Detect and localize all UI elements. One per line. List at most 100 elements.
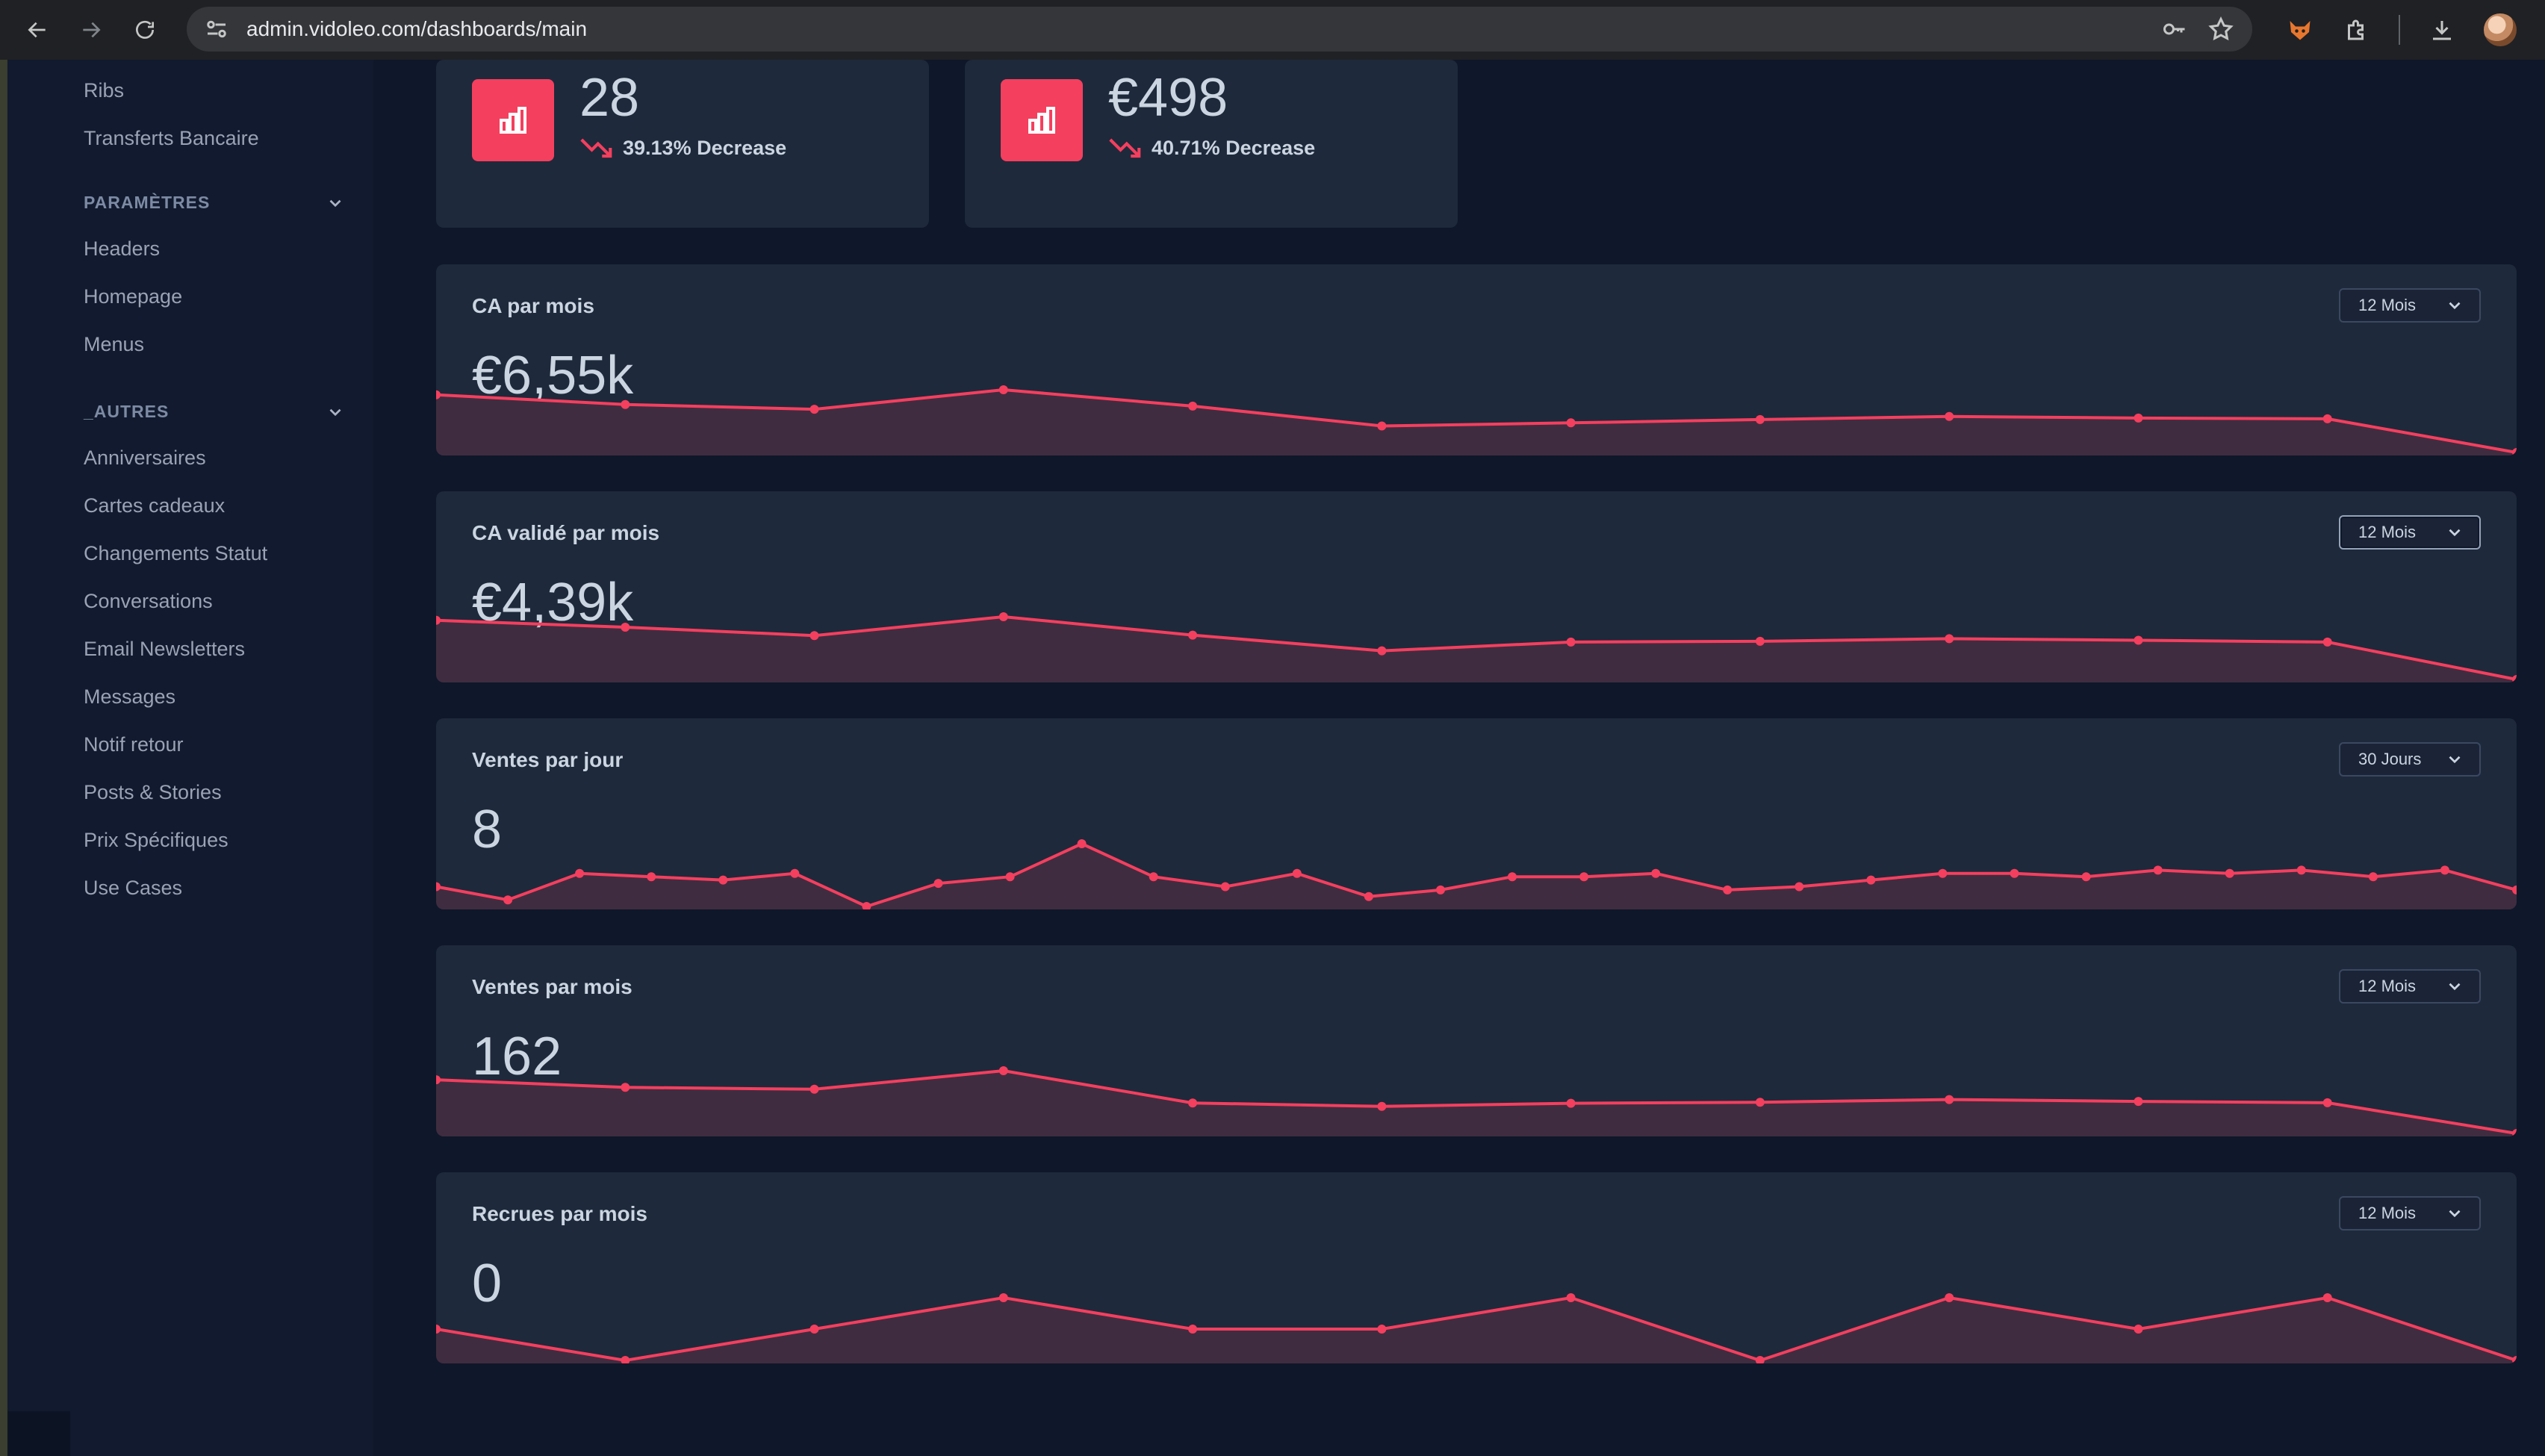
url-text[interactable]: admin.vidoleo.com/dashboards/main xyxy=(246,17,588,40)
address-bar[interactable]: admin.vidoleo.com/dashboards/main xyxy=(187,7,2252,52)
data-point[interactable] xyxy=(718,875,728,885)
data-point[interactable] xyxy=(1945,1293,1954,1302)
data-point[interactable] xyxy=(1566,1098,1576,1108)
data-point[interactable] xyxy=(1377,421,1387,431)
data-point[interactable] xyxy=(503,895,513,905)
data-point[interactable] xyxy=(810,405,819,414)
data-point[interactable] xyxy=(1566,637,1576,647)
data-point[interactable] xyxy=(1292,868,1302,878)
data-point[interactable] xyxy=(2512,675,2517,682)
profile-avatar[interactable] xyxy=(2484,13,2517,46)
data-point[interactable] xyxy=(1220,882,1230,892)
data-point[interactable] xyxy=(862,902,871,909)
sidebar-item-conversations[interactable]: Conversations xyxy=(84,590,213,612)
sidebar-item-changements-statut[interactable]: Changements Statut xyxy=(84,542,268,564)
sidebar-item-anniversaires[interactable]: Anniversaires xyxy=(84,447,206,469)
data-point[interactable] xyxy=(1866,875,1876,885)
fox-extension-icon[interactable] xyxy=(2285,15,2315,45)
data-point[interactable] xyxy=(1377,646,1387,656)
data-point[interactable] xyxy=(2512,1129,2517,1136)
data-point[interactable] xyxy=(933,879,943,889)
forward-button[interactable] xyxy=(64,3,118,57)
data-point[interactable] xyxy=(2322,414,2332,423)
sidebar-item-posts-stories[interactable]: Posts & Stories xyxy=(84,781,222,803)
data-point[interactable] xyxy=(1945,411,1954,421)
data-point[interactable] xyxy=(2322,1293,2332,1302)
sidebar-item-use-cases[interactable]: Use Cases xyxy=(84,877,183,899)
data-point[interactable] xyxy=(2081,872,2091,882)
data-point[interactable] xyxy=(1364,892,1373,901)
data-point[interactable] xyxy=(1794,882,1804,892)
sidebar-item-menus[interactable]: Menus xyxy=(84,333,145,355)
data-point[interactable] xyxy=(1188,1098,1198,1108)
data-point[interactable] xyxy=(2322,637,2332,647)
download-icon[interactable] xyxy=(2429,16,2455,43)
data-point[interactable] xyxy=(621,1356,630,1363)
sidebar-item-transferts-bancaire[interactable]: Transferts Bancaire xyxy=(84,127,259,149)
sidebar-section-parametres[interactable]: PARAMÈTRES xyxy=(84,193,345,213)
sidebar-item-email-newsletters[interactable]: Email Newsletters xyxy=(84,638,246,660)
data-point[interactable] xyxy=(2512,448,2517,455)
period-select[interactable]: 30 Jours xyxy=(2339,742,2481,777)
period-select[interactable]: 12 Mois xyxy=(2339,515,2481,550)
data-point[interactable] xyxy=(790,868,800,878)
data-point[interactable] xyxy=(1945,634,1954,644)
back-button[interactable] xyxy=(10,3,64,57)
sidebar-item-ribs[interactable]: Ribs xyxy=(84,79,125,102)
sidebar-item-cartes-cadeaux[interactable]: Cartes cadeaux xyxy=(84,494,226,517)
data-point[interactable] xyxy=(2368,872,2378,882)
data-point[interactable] xyxy=(647,872,656,882)
data-point[interactable] xyxy=(2134,413,2143,423)
data-point[interactable] xyxy=(998,612,1008,621)
data-point[interactable] xyxy=(436,615,441,625)
reload-button[interactable] xyxy=(118,3,172,57)
data-point[interactable] xyxy=(2440,865,2449,875)
data-point[interactable] xyxy=(621,1083,630,1092)
data-point[interactable] xyxy=(1755,414,1765,424)
data-point[interactable] xyxy=(1755,1356,1765,1363)
data-point[interactable] xyxy=(2225,868,2234,878)
data-point[interactable] xyxy=(1651,868,1661,878)
data-point[interactable] xyxy=(810,1325,819,1334)
data-point[interactable] xyxy=(1188,401,1198,411)
data-point[interactable] xyxy=(998,1066,1008,1075)
data-point[interactable] xyxy=(1755,1098,1765,1107)
site-settings-icon[interactable] xyxy=(203,16,230,43)
data-point[interactable] xyxy=(1508,872,1517,882)
data-point[interactable] xyxy=(1755,636,1765,646)
data-point[interactable] xyxy=(1566,418,1576,428)
data-point[interactable] xyxy=(1188,630,1198,640)
data-point[interactable] xyxy=(436,1075,441,1085)
data-point[interactable] xyxy=(436,1325,441,1334)
bookmark-star-icon[interactable] xyxy=(2207,16,2234,43)
data-point[interactable] xyxy=(998,385,1008,394)
sidebar-item-prix-specifiques[interactable]: Prix Spécifiques xyxy=(84,829,229,851)
data-point[interactable] xyxy=(2296,865,2306,875)
data-point[interactable] xyxy=(1945,1095,1954,1104)
data-point[interactable] xyxy=(1377,1101,1387,1111)
period-select[interactable]: 12 Mois xyxy=(2339,288,2481,323)
data-point[interactable] xyxy=(1077,839,1087,848)
sidebar-item-messages[interactable]: Messages xyxy=(84,685,176,708)
data-point[interactable] xyxy=(1938,868,1948,878)
data-point[interactable] xyxy=(998,1293,1008,1302)
data-point[interactable] xyxy=(2322,1098,2332,1107)
sidebar-item-homepage[interactable]: Homepage xyxy=(84,285,183,308)
data-point[interactable] xyxy=(2153,865,2163,875)
data-point[interactable] xyxy=(436,390,441,399)
data-point[interactable] xyxy=(2134,635,2143,645)
data-point[interactable] xyxy=(2512,1356,2517,1363)
data-point[interactable] xyxy=(810,1084,819,1094)
data-point[interactable] xyxy=(575,868,585,878)
data-point[interactable] xyxy=(1188,1325,1198,1334)
data-point[interactable] xyxy=(2512,885,2517,895)
data-point[interactable] xyxy=(2134,1325,2143,1334)
data-point[interactable] xyxy=(1436,885,1445,895)
data-point[interactable] xyxy=(1149,872,1158,882)
data-point[interactable] xyxy=(1566,1293,1576,1302)
data-point[interactable] xyxy=(1579,872,1589,882)
password-key-icon[interactable] xyxy=(2161,16,2188,43)
sidebar-item-notif-retour[interactable]: Notif retour xyxy=(84,733,184,756)
sidebar-item-headers[interactable]: Headers xyxy=(84,237,161,260)
data-point[interactable] xyxy=(621,399,630,409)
